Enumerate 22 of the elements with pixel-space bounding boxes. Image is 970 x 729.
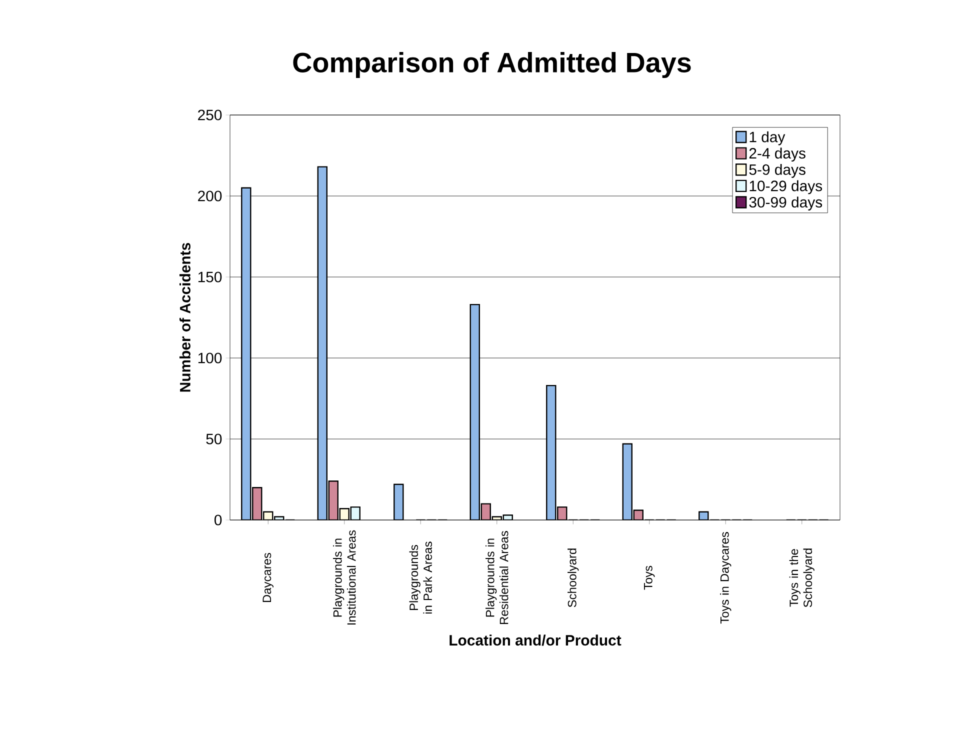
x-tick-label: Schoolyard [568, 548, 579, 608]
legend-label: 30-99 days [749, 196, 822, 210]
x-tick-label: Playgrounds in Institutional Areas [333, 530, 356, 625]
x-tick-label: Toys in Daycares [720, 532, 732, 624]
x-tick-label: Toys [644, 566, 655, 590]
x-tick-label: Daycares [262, 552, 274, 602]
legend-label: 5-9 days [749, 164, 806, 178]
y-tick-label: 150 [198, 272, 222, 282]
legend-label: 1 day [750, 131, 786, 146]
y-tick-label: 100 [198, 352, 222, 364]
y-tick-label: 250 [198, 110, 222, 120]
y-tick-label: 200 [198, 190, 222, 202]
legend-label: 10-29 days [750, 180, 822, 194]
x-tick-label: Playgrounds in Park Areas [409, 542, 432, 614]
chart-title: Comparison of Admitted Days [293, 52, 691, 78]
x-tick-label: Toys in the Schoolyard [789, 548, 814, 608]
legend-label: 2-4 days [749, 148, 806, 162]
y-tick-label: 0 [214, 514, 222, 526]
x-axis-title: Location and/or Product [450, 634, 622, 646]
y-tick-label: 50 [206, 434, 222, 444]
y-axis-title: Number of Accidents [179, 242, 190, 392]
x-tick-label: Playgrounds in Residential Areas [486, 531, 508, 624]
